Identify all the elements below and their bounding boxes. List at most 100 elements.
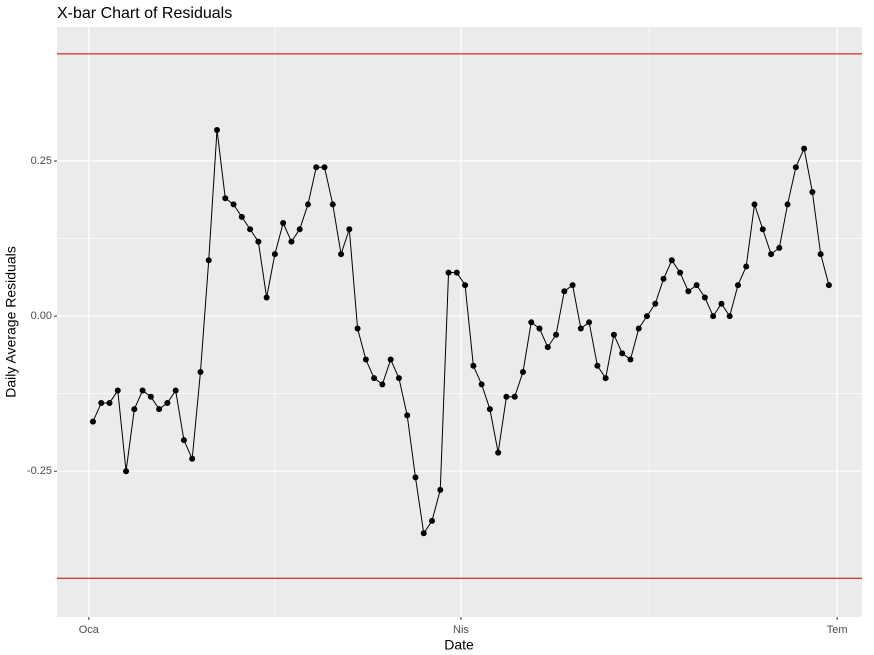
data-point [470,362,477,369]
data-point [395,375,402,382]
chart-title: X-bar Chart of Residuals [57,5,232,22]
data-point [379,381,386,388]
data-point [478,381,485,388]
data-point [486,406,493,413]
data-point [222,195,229,202]
data-point [180,437,187,444]
data-point [809,189,816,196]
y-axis-title: Daily Average Residuals [3,246,19,398]
data-point [280,220,287,227]
plot-panel [57,27,862,617]
data-point [685,288,692,295]
data-point [362,356,369,363]
data-point [131,406,138,413]
data-point [313,164,320,171]
data-point [139,387,146,394]
x-axis-title: Date [444,637,474,653]
data-point [594,362,601,369]
data-point [743,263,750,270]
data-point [354,325,361,332]
data-point [321,164,328,171]
data-point [429,517,436,524]
data-point [238,213,245,220]
data-point [189,455,196,462]
data-point [726,313,733,320]
data-point [610,331,617,338]
y-tick-label: -0.25 [27,465,52,477]
x-tick-label: Nis [453,624,469,636]
data-point [205,257,212,264]
data-point [602,375,609,382]
data-point [801,145,808,152]
data-point [247,226,254,233]
data-point [371,375,378,382]
data-point [536,325,543,332]
data-point [677,269,684,276]
data-point [544,344,551,351]
data-point [768,251,775,258]
data-point [817,251,824,258]
data-point [230,201,237,208]
data-point [197,368,204,375]
data-point [577,325,584,332]
x-tick-label: Tem [827,624,848,636]
data-point [445,269,452,276]
data-point [668,257,675,264]
data-point [710,313,717,320]
series-line [92,129,830,535]
data-point [420,530,427,537]
data-point [759,226,766,233]
data-point [387,356,394,363]
y-tick-label: 0.25 [31,155,52,167]
data-point [412,474,419,481]
data-point [346,226,353,233]
data-point [528,319,535,326]
data-point [635,325,642,332]
data-point [586,319,593,326]
data-point [511,393,518,400]
data-point [751,201,758,208]
data-point [503,393,510,400]
data-point [114,387,121,394]
data-point [792,164,799,171]
data-point [619,350,626,357]
data-point [164,399,171,406]
data-point [652,300,659,307]
data-point [627,356,634,363]
data-point [718,300,725,307]
data-point [437,486,444,493]
data-point [553,331,560,338]
data-point [693,282,700,289]
data-point [98,399,105,406]
data-point [825,282,832,289]
data-point [123,468,130,475]
data-point [734,282,741,289]
data-point [338,251,345,258]
data-point [263,294,270,301]
data-point [271,251,278,258]
data-point [304,201,311,208]
data-point [701,294,708,301]
data-point [776,244,783,251]
data-point [329,201,336,208]
data-point [172,387,179,394]
data-point [404,412,411,419]
data-point [495,449,502,456]
data-point [569,282,576,289]
data-point [784,201,791,208]
data-point [156,406,163,413]
data-point [561,288,568,295]
data-point [644,313,651,320]
data-point [255,238,262,245]
data-point [453,269,460,276]
data-point [89,418,96,425]
data-point [296,226,303,233]
data-point [147,393,154,400]
data-point [660,275,667,282]
data-point [288,238,295,245]
data-point [519,368,526,375]
data-point [214,126,221,133]
x-tick-label: Oca [79,624,100,636]
y-tick-label: 0.00 [31,310,52,322]
